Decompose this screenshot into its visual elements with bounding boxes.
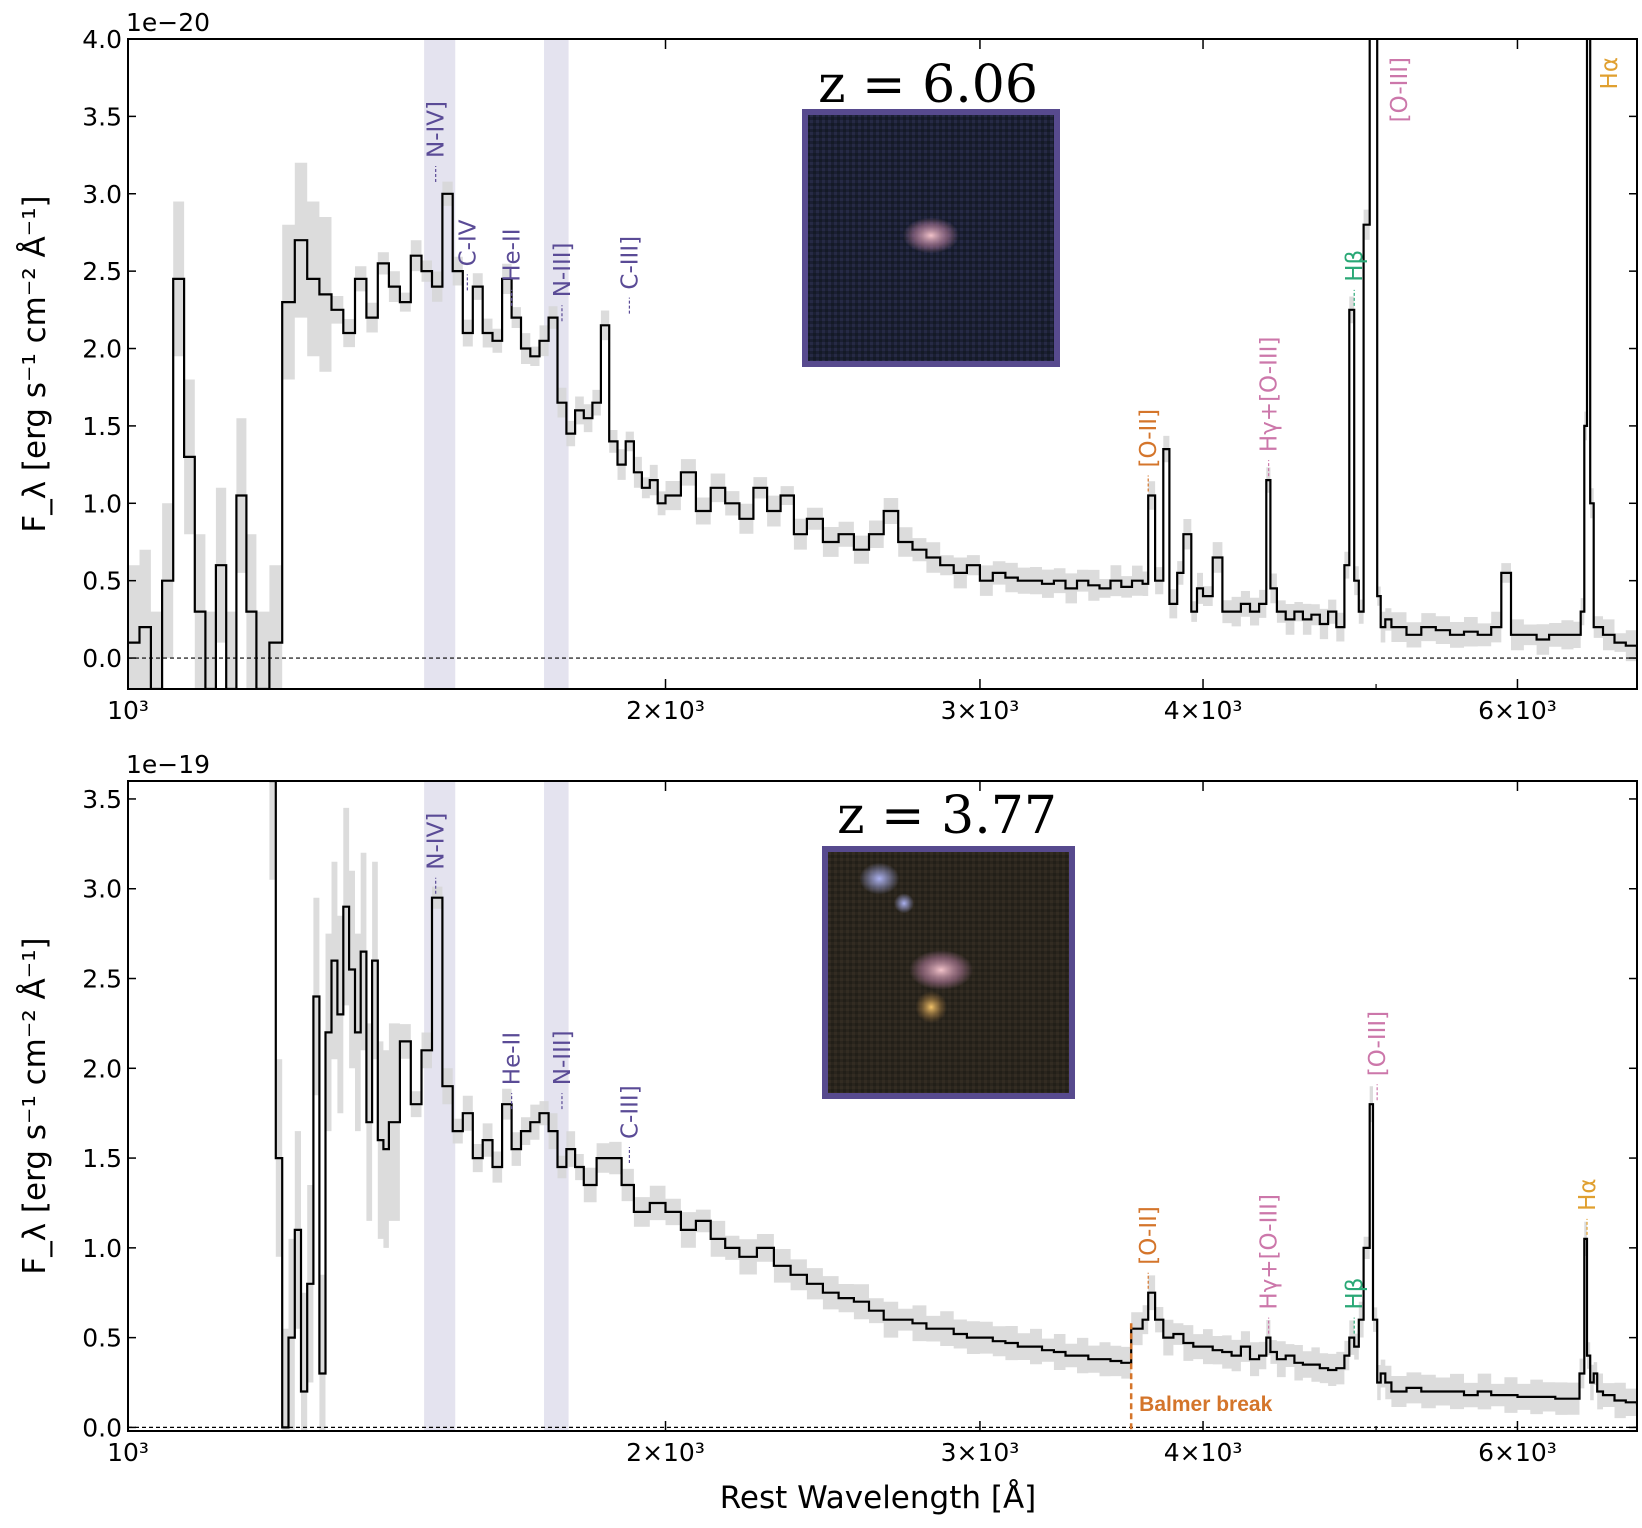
- y-exponent-label: 1e−20: [126, 8, 210, 37]
- spectrum-panel-bottom: Balmer break N-IV] He-II N-III] C-III] [O-II]…: [17, 750, 1638, 1467]
- y-tick-label: 3.0: [82, 875, 122, 904]
- galaxy-blob-yellow: [915, 991, 948, 1024]
- y-tick-label: 2.0: [82, 1054, 122, 1083]
- emission-line-label: N-III]: [550, 242, 576, 297]
- y-tick-label: 0.0: [82, 1413, 122, 1442]
- plot-frame: [127, 38, 1638, 690]
- y-tick-label: 2.5: [82, 257, 122, 286]
- x-tick-label: 3×10³: [941, 1438, 1020, 1467]
- x-tick-label: 6×10³: [1478, 696, 1557, 725]
- emission-line-label: N-IV]: [424, 101, 450, 158]
- emission-line-label: [O-II]: [1136, 409, 1162, 468]
- y-tick-label: 1.0: [82, 1234, 122, 1263]
- emission-line-label: Hα: [1597, 57, 1623, 89]
- emission-line-label: [O-II]: [1136, 1206, 1162, 1265]
- cutout-border: [822, 846, 1075, 1099]
- emission-line-label: N-IV]: [424, 813, 450, 870]
- y-tick-label: 0.0: [82, 644, 122, 673]
- y-tick-label: 2.0: [82, 335, 122, 364]
- neighbor-blob: [859, 862, 900, 895]
- emission-line-label: Hα: [1575, 1178, 1601, 1210]
- emission-line-label: C-IV: [455, 219, 481, 266]
- emission-line-label: Hβ: [1342, 1278, 1368, 1310]
- y-tick-label: 3.5: [82, 102, 122, 131]
- plot-frame: [127, 780, 1638, 1432]
- spectrum-panel-top: N-IV] C-IV He-II N-III] C-III] [O-II] Hγ+[O-II…: [17, 8, 1638, 725]
- emission-line-label: Hγ+[O-III]: [1257, 337, 1283, 453]
- emission-line-label: [O-III]: [1387, 57, 1413, 122]
- emission-line-label: N-III]: [550, 1030, 576, 1085]
- y-tick-label: 4.0: [82, 25, 122, 54]
- y-axis-label: F_λ [erg s⁻¹ cm⁻² Å⁻¹]: [17, 937, 53, 1274]
- emission-line-label: C-III]: [617, 236, 643, 290]
- emission-line-label: Hβ: [1342, 250, 1368, 282]
- error-band: [128, 39, 1637, 689]
- emission-line-label: He-II: [500, 1032, 526, 1085]
- x-tick-label: 6×10³: [1478, 1438, 1557, 1467]
- x-tick-label: 4×10³: [1164, 1438, 1243, 1467]
- cutout-border: [802, 109, 1060, 367]
- shaded-band: [424, 781, 456, 1431]
- galaxy-cutout-image: [802, 109, 1060, 367]
- neighbor-blob: [894, 893, 915, 914]
- emission-line-label: C-III]: [617, 1085, 643, 1139]
- balmer-break-label: Balmer break: [1139, 1393, 1272, 1416]
- spectrum-line: [128, 39, 1637, 689]
- emission-line-label: [O-III]: [1365, 1011, 1391, 1076]
- spectrum-line: [269, 781, 1637, 1429]
- plot-area: [128, 781, 1637, 1431]
- y-tick-label: 1.5: [82, 1144, 122, 1173]
- y-tick-label: 3.0: [82, 180, 122, 209]
- shaded-band: [424, 39, 456, 689]
- y-tick-label: 1.0: [82, 489, 122, 518]
- plot-area: [128, 39, 1637, 689]
- error-band: [269, 781, 1637, 1431]
- x-tick-label: 10³: [107, 1438, 149, 1467]
- x-tick-label: 3×10³: [941, 696, 1020, 725]
- y-tick-label: 3.5: [82, 785, 122, 814]
- shaded-band: [544, 39, 569, 689]
- y-exponent-label: 1e−19: [126, 750, 210, 779]
- galaxy-blob: [909, 950, 974, 991]
- y-axis-label: F_λ [erg s⁻¹ cm⁻² Å⁻¹]: [17, 195, 53, 532]
- x-tick-label: 10³: [107, 696, 149, 725]
- y-tick-label: 1.5: [82, 412, 122, 441]
- galaxy-blob: [903, 217, 959, 254]
- redshift-label: z = 6.06: [818, 55, 1038, 115]
- emission-line-label: He-II: [500, 228, 526, 281]
- x-tick-label: 2×10³: [626, 696, 705, 725]
- y-tick-label: 0.5: [82, 567, 122, 596]
- y-tick-label: 0.5: [82, 1324, 122, 1353]
- redshift-label: z = 3.77: [837, 786, 1057, 846]
- galaxy-cutout-image: [822, 846, 1075, 1099]
- x-tick-label: 2×10³: [626, 1438, 705, 1467]
- x-tick-label: 4×10³: [1164, 696, 1243, 725]
- y-tick-label: 2.5: [82, 965, 122, 994]
- emission-line-label: Hγ+[O-III]: [1257, 1194, 1283, 1310]
- x-axis-label: Rest Wavelength [Å]: [720, 1480, 1037, 1516]
